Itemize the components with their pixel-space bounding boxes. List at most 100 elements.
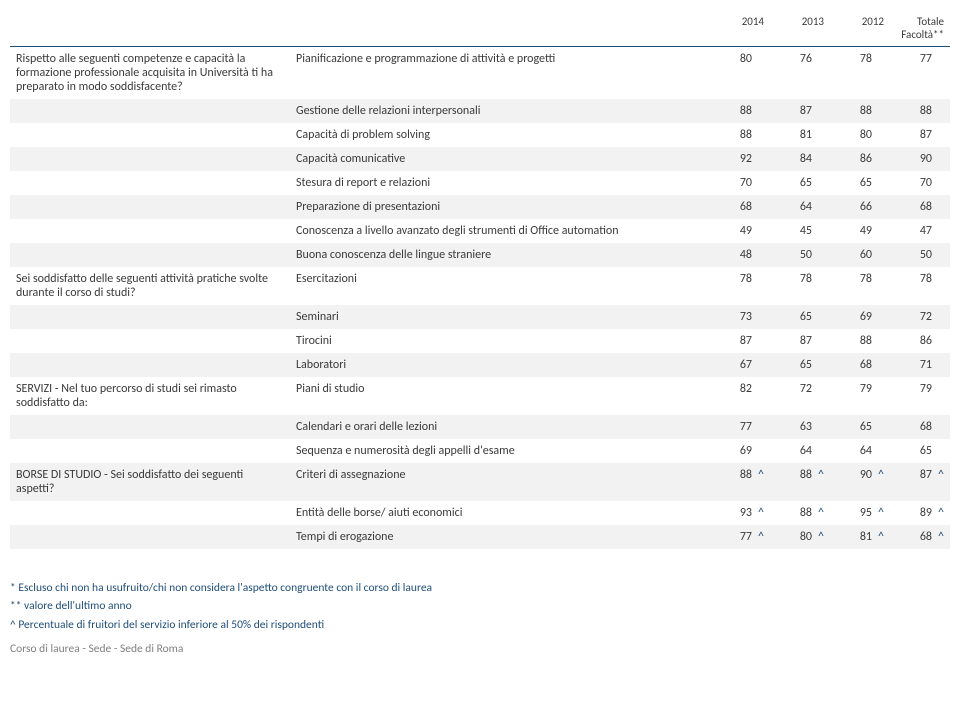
value-suffix [758,439,770,463]
value-cell: 86 [890,329,938,353]
table-row: BORSE DI STUDIO - Sei soddisfatto dei se… [10,463,950,501]
value-suffix [818,439,830,463]
value-suffix [878,171,890,195]
value-suffix [818,415,830,439]
value-suffix [758,47,770,100]
value-cell: 60 [830,243,878,267]
value-cell: 69 [830,305,878,329]
footnotes: * Escluso chi non ha usufruito/chi non c… [10,579,950,659]
answer-cell: Pianificazione e programmazione di attiv… [290,47,710,100]
question-cell [10,147,290,171]
question-cell [10,195,290,219]
table-row: Buona conoscenza delle lingue straniere4… [10,243,950,267]
value-cell: 80 [770,525,818,549]
answer-cell: Preparazione di presentazioni [290,195,710,219]
value-cell: 93 [710,501,758,525]
answer-cell: Laboratori [290,353,710,377]
value-cell: 88 [710,123,758,147]
question-cell [10,123,290,147]
question-cell [10,353,290,377]
value-suffix [758,415,770,439]
value-cell: 90 [890,147,938,171]
table-row: Tempi di erogazione77^80^81^68^ [10,525,950,549]
value-suffix [878,377,890,415]
value-suffix: ^ [758,501,770,525]
value-cell: 68 [890,195,938,219]
value-suffix [938,415,950,439]
value-suffix [818,377,830,415]
value-cell: 50 [770,243,818,267]
value-suffix [938,47,950,100]
footnote-1: * Escluso chi non ha usufruito/chi non c… [10,579,950,597]
value-suffix [878,219,890,243]
value-cell: 76 [770,47,818,100]
answer-cell: Esercitazioni [290,267,710,305]
value-cell: 87 [890,463,938,501]
value-cell: 77 [710,525,758,549]
value-suffix [878,353,890,377]
value-cell: 79 [890,377,938,415]
value-cell: 49 [710,219,758,243]
table-body: Rispetto alle seguenti competenze e capa… [10,47,950,550]
value-cell: 87 [770,99,818,123]
value-suffix: ^ [878,501,890,525]
value-cell: 81 [770,123,818,147]
header-col-2012: 2012 [830,10,890,47]
table-row: Entità delle borse/ aiuti economici93^88… [10,501,950,525]
value-cell: 68 [830,353,878,377]
value-cell: 45 [770,219,818,243]
value-cell: 88 [770,501,818,525]
value-cell: 73 [710,305,758,329]
value-suffix [758,195,770,219]
value-cell: 65 [770,353,818,377]
table-header-row: 2014 2013 2012 Totale Facoltà** [10,10,950,47]
question-cell: SERVIZI - Nel tuo percorso di studi sei … [10,377,290,415]
value-cell: 88 [830,99,878,123]
value-suffix [818,243,830,267]
table-row: Capacità di problem solving88818087 [10,123,950,147]
header-blank-2 [290,10,710,47]
value-cell: 47 [890,219,938,243]
value-cell: 78 [830,47,878,100]
value-cell: 87 [710,329,758,353]
page-footer: Corso di laurea - Sede - Sede di Roma [10,640,950,658]
answer-cell: Seminari [290,305,710,329]
value-cell: 48 [710,243,758,267]
value-cell: 90 [830,463,878,501]
answer-cell: Sequenza e numerosità degli appelli d'es… [290,439,710,463]
question-cell [10,171,290,195]
value-suffix [818,195,830,219]
answer-cell: Tempi di erogazione [290,525,710,549]
answer-cell: Tirocini [290,329,710,353]
value-suffix [878,439,890,463]
value-cell: 65 [890,439,938,463]
question-cell [10,329,290,353]
question-cell [10,99,290,123]
value-suffix [878,415,890,439]
value-suffix [938,305,950,329]
value-cell: 92 [710,147,758,171]
value-cell: 88 [770,463,818,501]
question-cell: Rispetto alle seguenti competenze e capa… [10,47,290,100]
value-suffix [938,171,950,195]
value-suffix [878,329,890,353]
answer-cell: Capacità di problem solving [290,123,710,147]
header-col-2013: 2013 [770,10,830,47]
value-suffix [818,171,830,195]
value-suffix [878,47,890,100]
value-suffix [938,377,950,415]
table-row: Gestione delle relazioni interpersonali8… [10,99,950,123]
table-row: Seminari73656972 [10,305,950,329]
table-row: Rispetto alle seguenti competenze e capa… [10,47,950,100]
value-suffix [938,243,950,267]
value-cell: 50 [890,243,938,267]
value-cell: 71 [890,353,938,377]
question-cell [10,415,290,439]
value-suffix: ^ [818,463,830,501]
table-row: Sequenza e numerosità degli appelli d'es… [10,439,950,463]
value-cell: 64 [830,439,878,463]
question-cell [10,439,290,463]
value-suffix [758,353,770,377]
question-cell [10,219,290,243]
table-row: Conoscenza a livello avanzato degli stru… [10,219,950,243]
